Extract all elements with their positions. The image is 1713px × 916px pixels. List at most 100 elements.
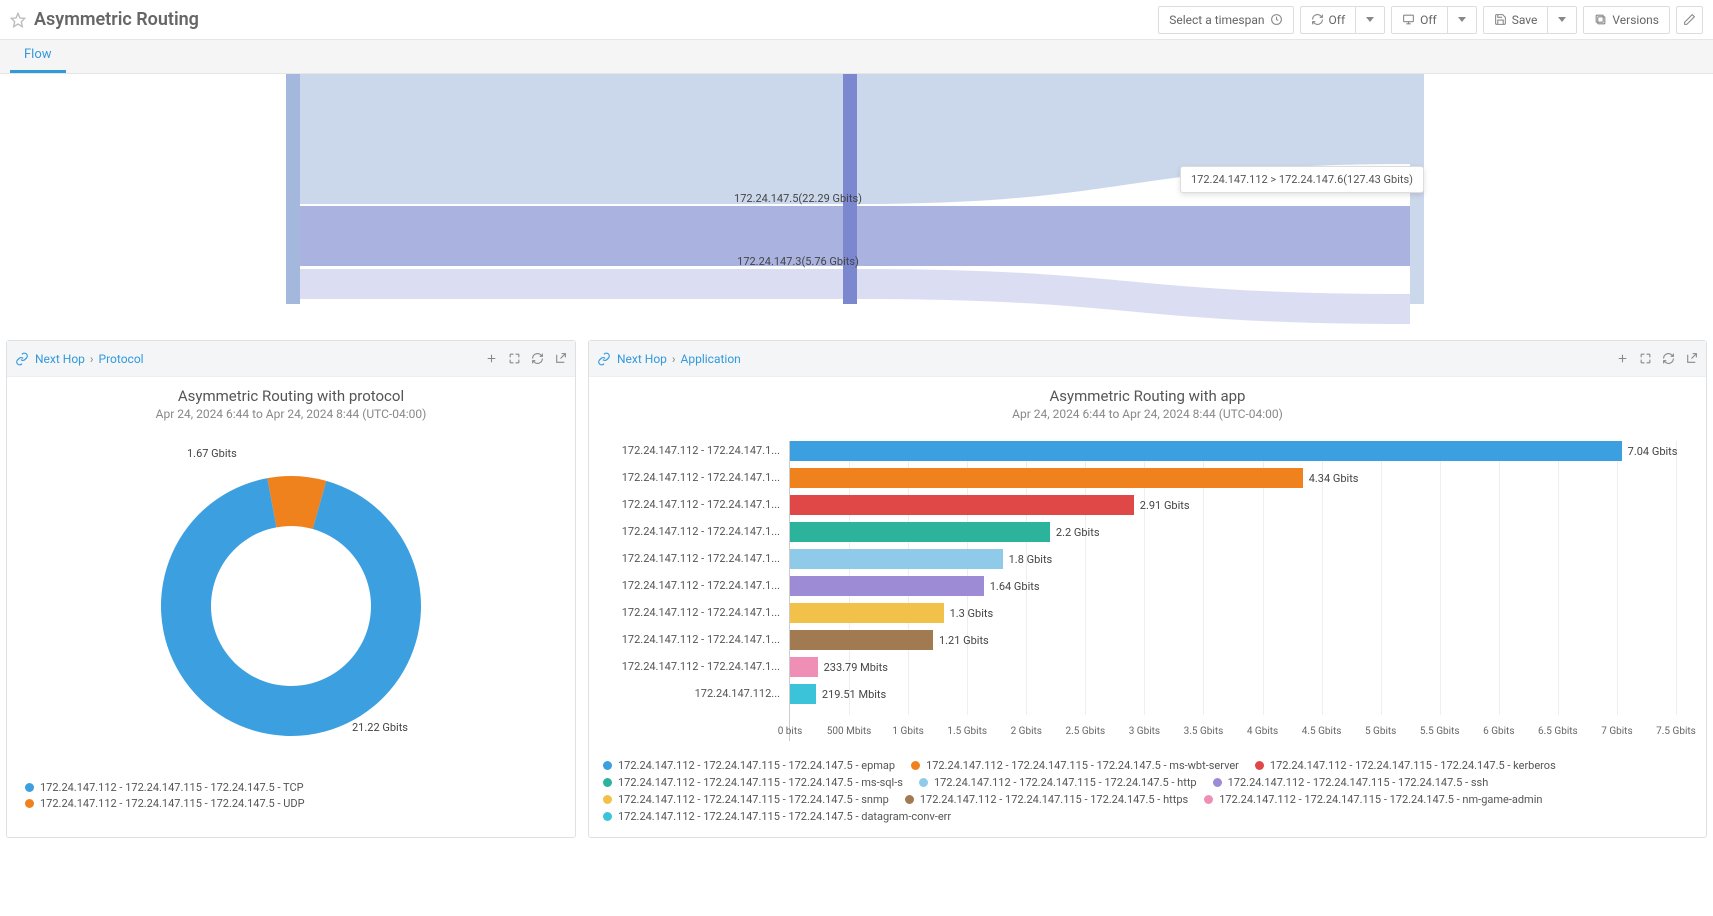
legend-item[interactable]: 172.24.147.112 - 172.24.147.115 - 172.24… bbox=[905, 793, 1188, 806]
export-icon[interactable] bbox=[1685, 352, 1698, 365]
refresh-panel-icon[interactable] bbox=[531, 352, 544, 365]
chevron-down-icon bbox=[1458, 17, 1466, 22]
x-axis-label: 4.5 Gbits bbox=[1302, 726, 1342, 737]
protocol-legend: 172.24.147.112 - 172.24.147.115 - 172.24… bbox=[7, 771, 575, 827]
bar-value-label: 219.51 Mbits bbox=[822, 688, 886, 701]
x-axis-label: 3 Gbits bbox=[1129, 726, 1160, 737]
bar-value-label: 233.79 Mbits bbox=[824, 661, 888, 674]
bar-row[interactable]: 1.8 Gbits bbox=[790, 549, 1052, 569]
legend-item[interactable]: 172.24.147.112 - 172.24.147.115 - 172.24… bbox=[25, 781, 557, 794]
sankey-band-label: 172.24.147.5(22.29 Gbits) bbox=[734, 192, 862, 205]
expand-icon[interactable] bbox=[1639, 352, 1652, 365]
legend-item[interactable]: 172.24.147.112 - 172.24.147.115 - 172.24… bbox=[1204, 793, 1542, 806]
legend-item[interactable]: 172.24.147.112 - 172.24.147.115 - 172.24… bbox=[603, 776, 903, 789]
bar-row[interactable]: 2.2 Gbits bbox=[790, 522, 1100, 542]
legend-item[interactable]: 172.24.147.112 - 172.24.147.115 - 172.24… bbox=[919, 776, 1197, 789]
export-icon[interactable] bbox=[554, 352, 567, 365]
x-axis-label: 6 Gbits bbox=[1483, 726, 1514, 737]
legend-swatch bbox=[905, 795, 914, 804]
legend-item[interactable]: 172.24.147.112 - 172.24.147.115 - 172.24… bbox=[1213, 776, 1489, 789]
legend-item[interactable]: 172.24.147.112 - 172.24.147.115 - 172.24… bbox=[1255, 759, 1556, 772]
bar-row[interactable]: 233.79 Mbits bbox=[790, 657, 888, 677]
bar bbox=[790, 441, 1622, 461]
protocol-panel-header: Next Hop › Protocol bbox=[7, 341, 575, 377]
bar bbox=[790, 657, 818, 677]
bar-row[interactable]: 219.51 Mbits bbox=[790, 684, 886, 704]
display-button[interactable]: Off bbox=[1391, 6, 1448, 34]
breadcrumb-next-hop[interactable]: Next Hop bbox=[617, 352, 667, 366]
app-panel: Next Hop › Application Asymmetric Routin… bbox=[588, 340, 1707, 838]
legend-swatch bbox=[911, 761, 920, 770]
legend-label: 172.24.147.112 - 172.24.147.115 - 172.24… bbox=[618, 776, 903, 789]
gridline bbox=[1676, 441, 1677, 715]
refresh-dropdown[interactable] bbox=[1356, 6, 1385, 34]
legend-item[interactable]: 172.24.147.112 - 172.24.147.115 - 172.24… bbox=[603, 810, 951, 823]
save-dropdown[interactable] bbox=[1548, 6, 1577, 34]
refresh-label: Off bbox=[1329, 13, 1346, 27]
display-dropdown[interactable] bbox=[1448, 6, 1477, 34]
bar-value-label: 1.3 Gbits bbox=[950, 607, 994, 620]
add-icon[interactable] bbox=[485, 352, 498, 365]
versions-button[interactable]: Versions bbox=[1583, 6, 1670, 34]
legend-label: 172.24.147.112 - 172.24.147.115 - 172.24… bbox=[618, 759, 895, 772]
donut-callout-udp: 1.67 Gbits bbox=[187, 447, 237, 460]
protocol-chart-subtitle: Apr 24, 2024 6:44 to Apr 24, 2024 8:44 (… bbox=[7, 407, 575, 421]
y-axis-label: 172.24.147.112 - 172.24.147.1... bbox=[600, 552, 780, 565]
legend-swatch bbox=[1204, 795, 1213, 804]
legend-item[interactable]: 172.24.147.112 - 172.24.147.115 - 172.24… bbox=[603, 759, 895, 772]
x-axis-label: 6.5 Gbits bbox=[1538, 726, 1578, 737]
add-icon[interactable] bbox=[1616, 352, 1629, 365]
legend-item[interactable]: 172.24.147.112 - 172.24.147.115 - 172.24… bbox=[25, 797, 557, 810]
legend-item[interactable]: 172.24.147.112 - 172.24.147.115 - 172.24… bbox=[603, 793, 889, 806]
legend-label: 172.24.147.112 - 172.24.147.115 - 172.24… bbox=[926, 759, 1239, 772]
refresh-button[interactable]: Off bbox=[1300, 6, 1357, 34]
expand-icon[interactable] bbox=[508, 352, 521, 365]
save-icon bbox=[1494, 13, 1507, 26]
bar-row[interactable]: 7.04 Gbits bbox=[790, 441, 1677, 461]
bar-row[interactable]: 1.3 Gbits bbox=[790, 603, 993, 623]
x-axis-label: 500 Mbits bbox=[827, 726, 872, 737]
legend-item[interactable]: 172.24.147.112 - 172.24.147.115 - 172.24… bbox=[911, 759, 1239, 772]
y-axis-label: 172.24.147.112 - 172.24.147.1... bbox=[600, 444, 780, 457]
breadcrumb-protocol[interactable]: Protocol bbox=[99, 352, 144, 366]
protocol-panel: Next Hop › Protocol Asymmetric Routing w… bbox=[6, 340, 576, 838]
x-axis-label: 7.5 Gbits bbox=[1656, 726, 1696, 737]
save-button[interactable]: Save bbox=[1483, 6, 1549, 34]
tab-flow[interactable]: Flow bbox=[10, 39, 66, 73]
timespan-button[interactable]: Select a timespan bbox=[1158, 6, 1293, 34]
bar-row[interactable]: 1.64 Gbits bbox=[790, 576, 1040, 596]
link-icon bbox=[597, 352, 611, 366]
gridline bbox=[1558, 441, 1559, 715]
legend-label: 172.24.147.112 - 172.24.147.115 - 172.24… bbox=[920, 793, 1188, 806]
bar-value-label: 2.91 Gbits bbox=[1140, 499, 1190, 512]
pencil-icon bbox=[1683, 13, 1696, 26]
app-panel-header: Next Hop › Application bbox=[589, 341, 1706, 377]
sankey-tooltip: 172.24.147.112 > 172.24.147.6(127.43 Gbi… bbox=[1180, 166, 1424, 193]
app-legend: 172.24.147.112 - 172.24.147.115 - 172.24… bbox=[589, 751, 1706, 837]
legend-swatch bbox=[603, 761, 612, 770]
bar-value-label: 7.04 Gbits bbox=[1628, 445, 1678, 458]
bar-value-label: 1.8 Gbits bbox=[1009, 553, 1053, 566]
protocol-chart-title: Asymmetric Routing with protocol bbox=[7, 387, 575, 405]
x-axis-label: 7 Gbits bbox=[1601, 726, 1632, 737]
bar-row[interactable]: 4.34 Gbits bbox=[790, 468, 1358, 488]
gridline bbox=[1440, 441, 1441, 715]
legend-swatch bbox=[603, 795, 612, 804]
bar bbox=[790, 549, 1003, 569]
bar-row[interactable]: 2.91 Gbits bbox=[790, 495, 1190, 515]
timespan-label: Select a timespan bbox=[1169, 13, 1264, 27]
bar bbox=[790, 576, 984, 596]
page-header: Asymmetric Routing Select a timespan Off… bbox=[0, 0, 1713, 40]
gridline bbox=[1499, 441, 1500, 715]
clock-icon bbox=[1270, 13, 1283, 26]
breadcrumb-application[interactable]: Application bbox=[681, 352, 741, 366]
favorite-star-icon[interactable] bbox=[10, 12, 26, 28]
y-axis-label: 172.24.147.112 - 172.24.147.1... bbox=[600, 633, 780, 646]
bar-row[interactable]: 1.21 Gbits bbox=[790, 630, 989, 650]
breadcrumb-next-hop[interactable]: Next Hop bbox=[35, 352, 85, 366]
monitor-icon bbox=[1402, 13, 1415, 26]
gridline bbox=[1381, 441, 1382, 715]
y-axis-label: 172.24.147.112 - 172.24.147.1... bbox=[600, 498, 780, 511]
edit-button[interactable] bbox=[1676, 6, 1703, 34]
refresh-panel-icon[interactable] bbox=[1662, 352, 1675, 365]
